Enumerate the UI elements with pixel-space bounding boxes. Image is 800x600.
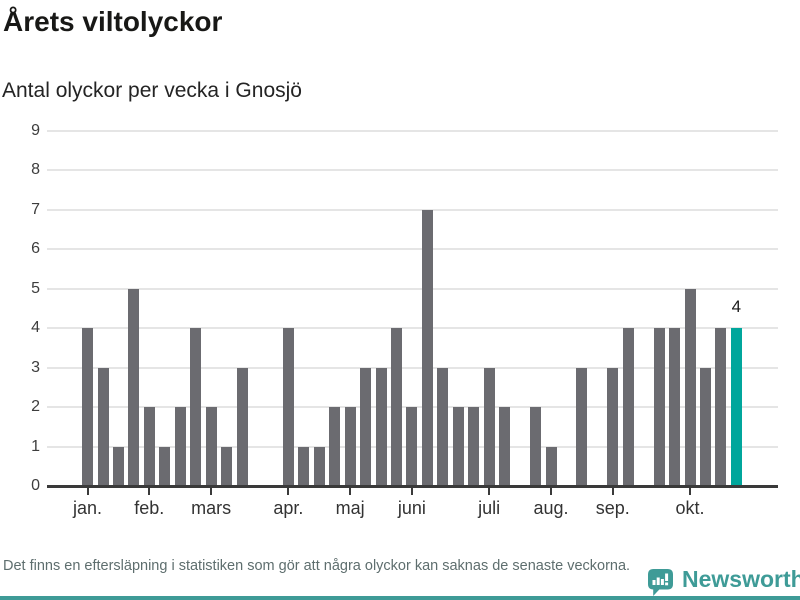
bar-week <box>406 407 418 486</box>
x-axis-tick-juli <box>488 488 491 495</box>
bar-week <box>468 407 480 486</box>
x-axis-tick-okt <box>689 488 691 495</box>
bar-week <box>700 367 711 486</box>
x-axis-label-mars: mars <box>191 498 232 518</box>
x-axis-tick-maj <box>349 488 352 495</box>
bar-week <box>205 407 217 486</box>
x-axis-tick-juni <box>410 488 413 495</box>
bar-week <box>391 328 402 486</box>
x-axis-tick-jan <box>86 488 89 495</box>
bar-week <box>97 367 109 486</box>
x-axis-tick-apr <box>287 488 290 495</box>
y-axis-label-7: 7 <box>31 200 40 218</box>
bar-chart: 0 1 2 3 4 5 6 7 8 9 jan. feb. mars apr. maj juni juli aug… <box>31 122 778 518</box>
highlight-value-label: 4 <box>731 297 742 317</box>
y-axis-label-4: 4 <box>31 319 40 337</box>
gridline-y7 <box>47 208 778 211</box>
bar-week <box>344 407 356 486</box>
gridline-y9 <box>47 130 778 132</box>
newsworthy-wordmark: Newsworthy <box>682 566 800 592</box>
bar-week-highlighted <box>730 328 742 486</box>
bar-week <box>329 407 341 486</box>
y-axis-label-1: 1 <box>31 437 40 455</box>
x-axis-line <box>47 485 778 488</box>
x-axis-tick-aug <box>550 488 552 495</box>
newsworthy-logo-icon <box>648 569 673 596</box>
gridline-y5 <box>47 287 778 290</box>
bar-week <box>684 288 696 486</box>
bar-week <box>282 328 294 486</box>
x-axis-tick-feb <box>148 488 151 495</box>
bar-week <box>190 328 202 486</box>
bar-week <box>236 367 248 486</box>
bar-week <box>715 328 727 486</box>
chart-subtitle: Antal olyckor per vecka i Gnosjö <box>2 79 302 102</box>
y-axis-label-3: 3 <box>31 358 40 376</box>
x-axis-tick-mars <box>210 488 213 495</box>
bar-week <box>607 367 619 486</box>
bar-week <box>437 367 449 486</box>
bar-week <box>159 446 171 486</box>
bar-week <box>421 209 433 486</box>
y-axis-label-5: 5 <box>31 279 40 297</box>
bar-week <box>298 446 310 486</box>
y-axis-label-9: 9 <box>31 122 40 139</box>
bar-week <box>499 407 511 486</box>
bar-week <box>653 328 665 486</box>
bar-week <box>545 446 557 486</box>
bar-week <box>483 367 495 486</box>
bar-week <box>112 446 124 486</box>
y-axis-label-8: 8 <box>31 161 40 179</box>
bar-week <box>313 446 325 486</box>
bar-week <box>375 367 387 486</box>
x-axis-label-juli: juli <box>478 498 501 518</box>
footer-note: Det finns en eftersläpning i statistiken… <box>3 558 631 574</box>
x-axis-label-okt: okt. <box>675 498 705 518</box>
bar-week <box>530 407 541 486</box>
bar-week <box>143 407 155 486</box>
y-axis-label-2: 2 <box>31 398 40 416</box>
x-axis-tick-sep <box>611 488 614 495</box>
y-axis-label-6: 6 <box>31 240 40 258</box>
chart-title: Årets viltolyckor <box>3 6 223 37</box>
x-axis-label-sep: sep. <box>595 498 630 518</box>
bar-week <box>221 446 232 486</box>
gridline-y8 <box>47 169 778 172</box>
newsworthy-logo: Newsworthy <box>648 566 800 596</box>
bar-week <box>82 328 93 486</box>
bar-week <box>669 328 681 486</box>
x-axis-label-feb: feb. <box>134 498 165 518</box>
bar-week <box>128 288 140 486</box>
bar-week <box>622 328 634 486</box>
y-axis-label-0: 0 <box>31 477 40 494</box>
gridline-y6 <box>47 248 778 251</box>
x-axis-label-aug: aug. <box>533 498 569 518</box>
bar-week <box>360 367 372 486</box>
x-axis-label-jan: jan. <box>72 498 103 518</box>
x-axis-label-maj: maj <box>335 498 365 518</box>
x-axis-label-apr: apr. <box>273 498 304 518</box>
bar-week <box>576 367 588 486</box>
gridline-y3 <box>47 366 778 369</box>
x-axis-label-juni: juni <box>397 498 426 518</box>
gridline-y4 <box>47 327 778 330</box>
bar-week <box>174 407 186 486</box>
bar-week <box>452 407 464 486</box>
